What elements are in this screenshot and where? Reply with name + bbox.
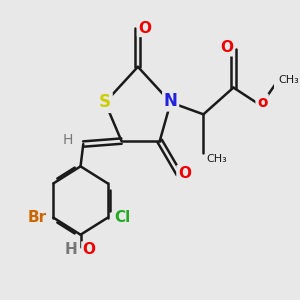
Text: O: O xyxy=(82,242,95,257)
Text: o: o xyxy=(257,95,267,110)
Text: O: O xyxy=(178,166,191,181)
Text: CH₃: CH₃ xyxy=(278,75,299,85)
Text: H: H xyxy=(63,133,74,147)
Text: S: S xyxy=(99,93,111,111)
Text: Br: Br xyxy=(27,210,46,225)
Text: H: H xyxy=(65,242,78,257)
Text: Cl: Cl xyxy=(115,210,131,225)
Text: O: O xyxy=(138,21,151,36)
Text: N: N xyxy=(164,92,178,110)
Text: CH₃: CH₃ xyxy=(206,154,227,164)
Text: O: O xyxy=(220,40,233,55)
